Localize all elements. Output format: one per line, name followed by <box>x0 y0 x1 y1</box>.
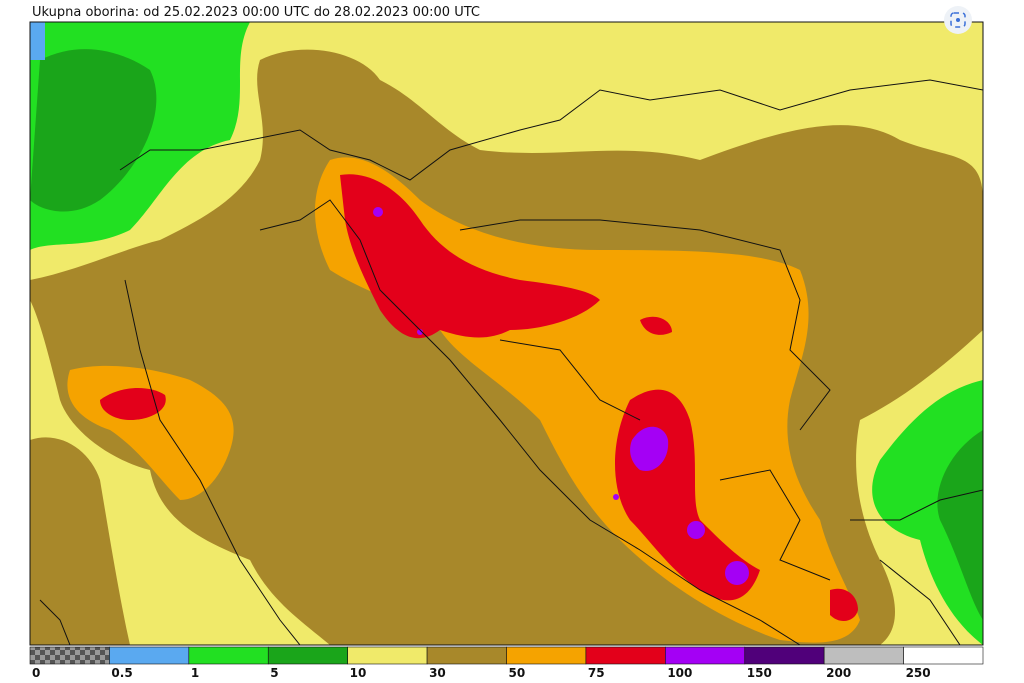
colorbar-label: 50 <box>509 666 526 680</box>
colorbar-segment <box>29 646 110 665</box>
colorbar-label: 10 <box>350 666 367 680</box>
colorbar-segment <box>267 646 348 665</box>
colorbar-segment <box>585 646 666 665</box>
colorbar-segment <box>506 646 587 665</box>
colorbar-segment <box>188 646 269 665</box>
map-title: Ukupna oborina: od 25.02.2023 00:00 UTC … <box>32 5 480 20</box>
colorbar-segment <box>823 646 904 665</box>
colorbar-segment <box>744 646 825 665</box>
colorbar-label: 250 <box>906 666 931 680</box>
colorbar-segment <box>109 646 190 665</box>
colorbar-label: 100 <box>667 666 692 680</box>
colorbar-segment <box>665 646 746 665</box>
colorbar-label: 200 <box>826 666 851 680</box>
colorbar-segment <box>347 646 428 665</box>
colorbar-label: 1 <box>191 666 199 680</box>
colorbar-label: 0.5 <box>111 666 132 680</box>
colorbar-segment <box>903 646 984 665</box>
colorbar-segment <box>426 646 507 665</box>
colorbar-label: 5 <box>270 666 278 680</box>
colorbar-label: 0 <box>32 666 40 680</box>
map-frame <box>29 21 984 646</box>
scan-icon[interactable] <box>944 6 972 34</box>
colorbar: 0 0.5 1 5 10 30 50 75 100 150 200 250 <box>29 646 984 680</box>
colorbar-label: 75 <box>588 666 605 680</box>
precipitation-map <box>30 22 983 645</box>
colorbar-label: 30 <box>429 666 446 680</box>
colorbar-label: 150 <box>747 666 772 680</box>
